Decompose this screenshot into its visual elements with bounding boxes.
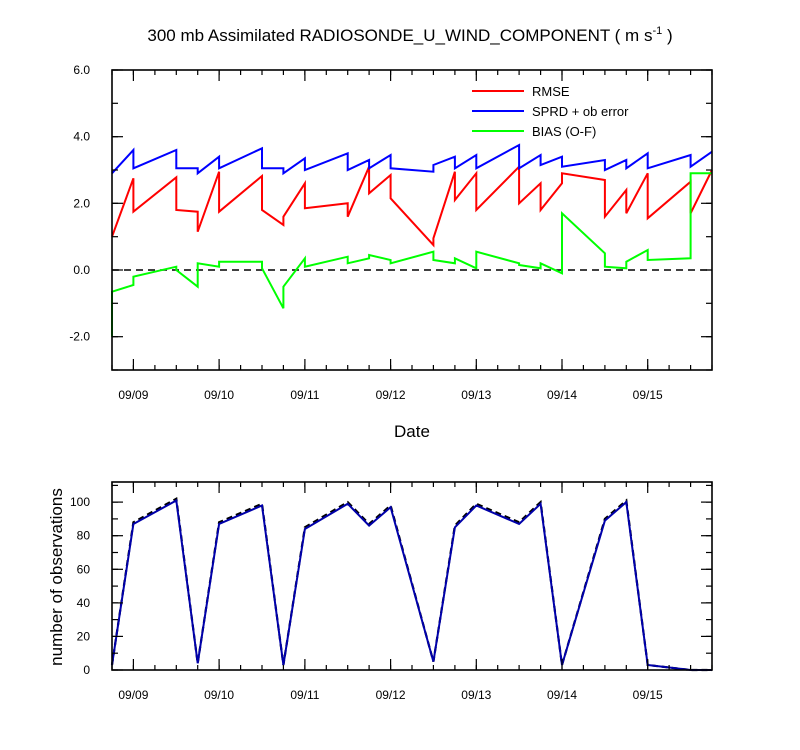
x-tick-label: 09/11 [290,388,319,402]
legend-label: BIAS (O-F) [532,124,596,139]
y-tick-label: 0 [83,663,90,677]
top-plot-frame [111,69,713,371]
y-tick-label: 40 [77,596,91,610]
y-tick-label: 6.0 [73,63,90,77]
x-tick-label: 09/14 [547,688,577,702]
series-line-observations-used [111,498,712,671]
legend: RMSE SPRD + ob error BIAS (O-F) [472,84,629,139]
y-tick-label: -2.0 [69,330,90,344]
chart-title: 300 mb Assimilated RADIOSONDE_U_WIND_COM… [147,25,672,45]
bottom-ticks-layer [111,482,713,671]
y-tick-label: 80 [77,529,91,543]
bottom-labels-layer: 09/09 09/10 09/11 09/12 09/13 09/14 09/15 0 20 40… [70,495,663,702]
x-tick-label: 09/09 [118,388,148,402]
series-line-bias-o-f [111,172,712,337]
x-tick-label: 09/12 [376,388,406,402]
x-tick-label: 09/14 [547,388,577,402]
series-line-rmse [111,164,713,248]
series-line-sprd-ob-error [111,143,713,176]
legend-label: RMSE [532,84,570,99]
x-tick-label: 09/13 [461,688,491,702]
chart-title-suffix: ) [662,26,672,45]
observations-panel: 09/09 09/10 09/11 09/12 09/13 09/14 09/15 0 20 40… [47,481,713,702]
x-tick-label: 09/09 [118,688,148,702]
x-axis-title: Date [394,422,430,441]
top-series-layer [111,143,713,337]
chart-title-superscript: -1 [652,25,662,37]
x-tick-label: 09/15 [633,388,663,402]
x-tick-label: 09/11 [290,688,319,702]
bottom-series-layer [110,497,712,672]
legend-label: SPRD + ob error [532,104,629,119]
bottom-plot-frame [111,481,713,671]
y-axis-title-observations: number of observations [47,488,66,666]
y-tick-label: 4.0 [73,130,90,144]
y-tick-label: 2.0 [73,196,90,210]
rmse-bias-panel: 09/09 09/10 09/11 09/12 09/13 09/14 09/15 6.0 4.… [69,63,713,441]
x-tick-label: 09/15 [633,688,663,702]
top-labels-layer: 09/09 09/10 09/11 09/12 09/13 09/14 09/15 6.0 4.… [69,63,663,402]
x-tick-label: 09/13 [461,388,491,402]
y-tick-label: 0.0 [73,263,90,277]
y-tick-label: 60 [77,562,91,576]
y-tick-label: 20 [77,629,91,643]
chart-title-main: 300 mb Assimilated RADIOSONDE_U_WIND_COM… [147,26,652,45]
x-tick-label: 09/10 [204,688,234,702]
x-tick-label: 09/10 [204,388,234,402]
y-tick-label: 100 [70,495,90,509]
x-tick-label: 09/12 [376,688,406,702]
